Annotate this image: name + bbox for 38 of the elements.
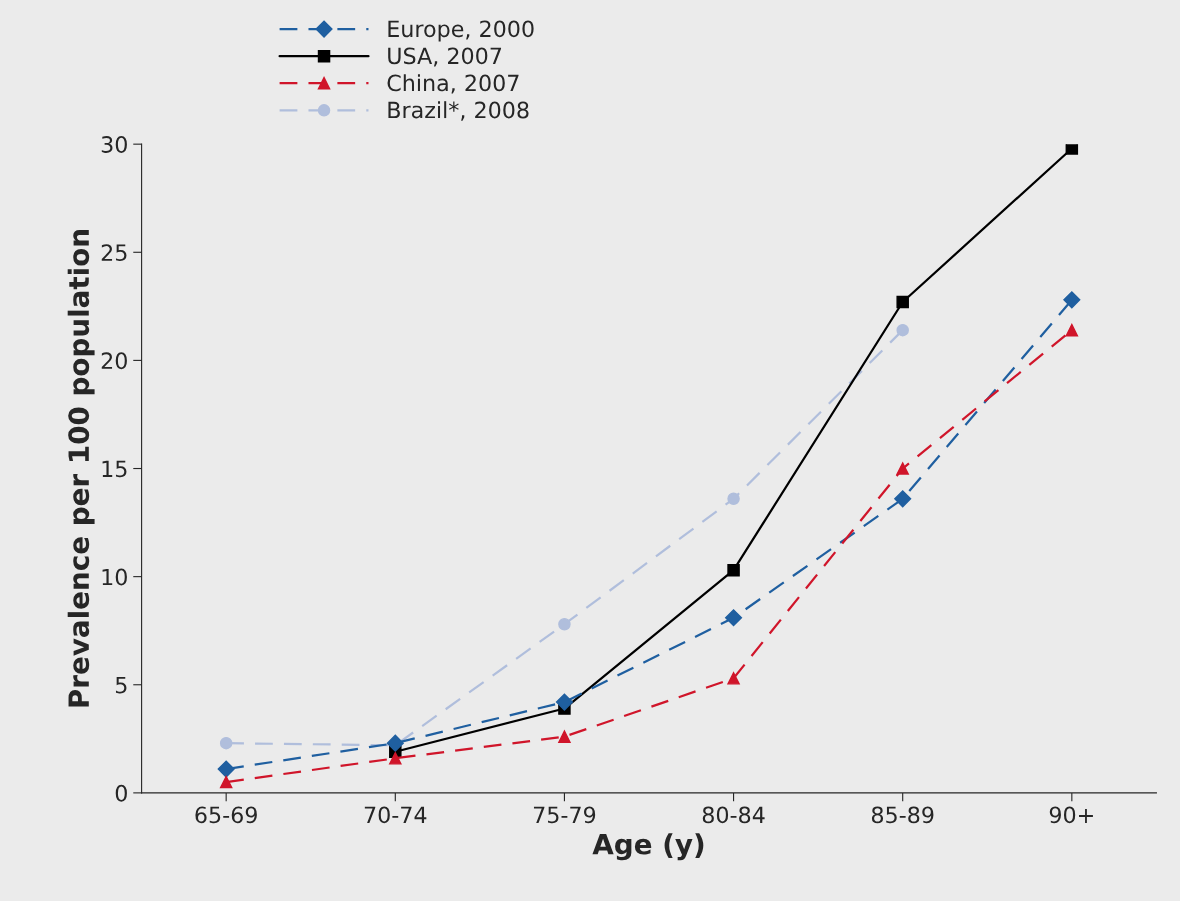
point bbox=[896, 462, 909, 475]
y-tick-label: 20 bbox=[101, 352, 127, 370]
point bbox=[555, 693, 573, 711]
y-axis-title: Prevalence per 100 population bbox=[67, 230, 95, 707]
point bbox=[558, 617, 571, 631]
legend-label: USA, 2007 bbox=[388, 47, 502, 67]
point bbox=[727, 563, 740, 577]
point bbox=[1063, 291, 1081, 309]
y-tick-label: 5 bbox=[115, 677, 127, 694]
point bbox=[896, 323, 909, 337]
point bbox=[894, 490, 912, 508]
y-tick-label: 30 bbox=[101, 136, 127, 153]
x-tick-label: 75-79 bbox=[533, 806, 596, 824]
point bbox=[727, 672, 740, 685]
y-tick-label: 25 bbox=[101, 244, 127, 262]
x-axis-title: Age (y) bbox=[592, 833, 704, 861]
legend-label: Europe, 2000 bbox=[388, 20, 534, 42]
point bbox=[1065, 323, 1079, 337]
y-tick-label: 15 bbox=[102, 460, 127, 478]
point bbox=[727, 492, 740, 506]
point bbox=[219, 775, 233, 789]
point bbox=[1065, 144, 1079, 155]
point bbox=[558, 730, 571, 743]
x-tick-label: 85-89 bbox=[871, 806, 934, 824]
point bbox=[386, 734, 404, 752]
point bbox=[219, 736, 233, 750]
x-tick-label: 90+ bbox=[1049, 806, 1093, 824]
legend-label: China, 2007 bbox=[387, 74, 519, 94]
x-tick-label: 80-84 bbox=[702, 806, 765, 824]
x-tick-label: 65-69 bbox=[195, 806, 257, 824]
x-tick-label: 70-74 bbox=[364, 806, 427, 824]
y-tick-label: 10 bbox=[102, 568, 127, 586]
point bbox=[725, 609, 743, 627]
legend-label: Brazil*, 2008 bbox=[388, 101, 529, 121]
point bbox=[896, 295, 909, 309]
point bbox=[217, 760, 235, 778]
point bbox=[389, 752, 402, 765]
y-tick-label: 0 bbox=[115, 784, 127, 802]
